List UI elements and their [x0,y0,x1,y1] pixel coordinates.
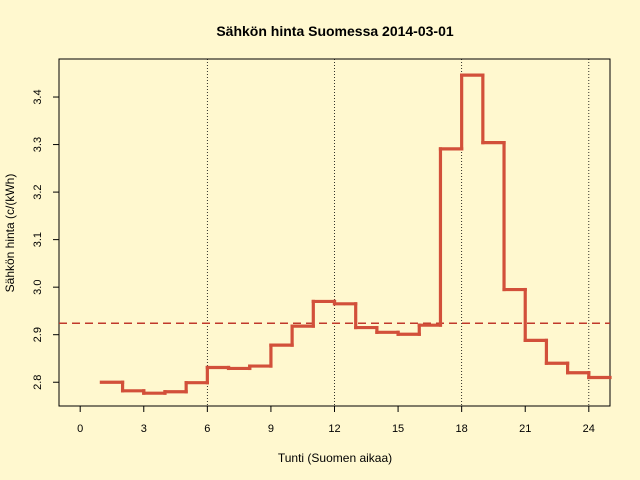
x-tick-label: 21 [519,423,531,435]
x-tick-label: 24 [583,423,595,435]
x-tick-label: 12 [328,423,340,435]
y-tick-label: 2.9 [32,327,44,342]
plot-area: 0 3 6 9 12 15 18 21 24 2.8 2.9 3.0 3.1 3.2 3.3 3.4 [32,58,612,435]
x-axis-label: Tunti (Suomen aikaa) [278,451,392,465]
x-tick-label: 18 [456,423,468,435]
y-axis-label: Sähkön hinta (c/(kWh) [3,174,17,293]
x-tick-label: 6 [204,423,210,435]
x-tick-label: 9 [268,423,274,435]
y-tick-label: 3.1 [32,232,44,247]
y-tick-label: 3.4 [32,89,44,104]
y-tick-label: 3.2 [32,184,44,199]
x-tick-label: 0 [77,423,83,435]
x-tick-label: 15 [392,423,404,435]
y-tick-label: 3.3 [32,137,44,152]
y-tick-label: 3.0 [32,280,44,295]
y-tick-label: 2.8 [32,375,44,390]
chart-title: Sähkön hinta Suomessa 2014-03-01 [216,23,454,39]
x-tick-label: 3 [141,423,147,435]
